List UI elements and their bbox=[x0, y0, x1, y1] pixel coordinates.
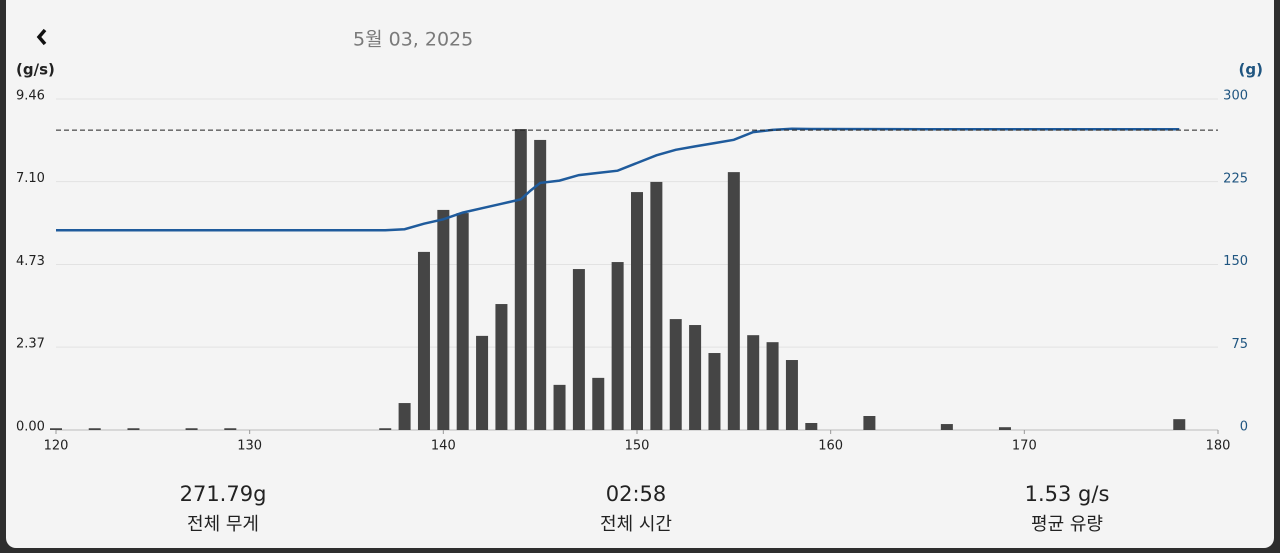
bar bbox=[88, 428, 101, 430]
x-tick-label: 160 bbox=[818, 439, 843, 454]
y2-axis-label: (g) bbox=[1239, 61, 1263, 79]
bar bbox=[611, 262, 624, 430]
stat-label: 전체 무게 bbox=[187, 514, 259, 535]
x-tick-label: 120 bbox=[44, 439, 69, 454]
stat-value: 271.79g bbox=[180, 482, 267, 506]
bar bbox=[379, 428, 392, 430]
y-tick-label: 4.73 bbox=[16, 254, 45, 269]
bar bbox=[224, 428, 237, 430]
y2-tick-label: 150 bbox=[1223, 254, 1248, 269]
y-tick-label: 2.37 bbox=[16, 337, 45, 352]
bar bbox=[747, 335, 760, 430]
stat-value: 02:58 bbox=[606, 482, 667, 506]
bar bbox=[398, 403, 411, 430]
bar bbox=[727, 172, 740, 430]
bar bbox=[50, 428, 62, 430]
bar bbox=[437, 209, 450, 430]
x-tick-label: 170 bbox=[1012, 439, 1037, 454]
y-axis-label: (g/s) bbox=[16, 61, 55, 79]
bar bbox=[534, 139, 547, 431]
weight-line bbox=[56, 127, 1180, 232]
bar bbox=[185, 428, 198, 430]
bar bbox=[476, 335, 489, 430]
x-tick-label: 140 bbox=[431, 439, 456, 454]
panel: 5월 03, 2025 (g/s) (g) 0.00 2.37 4.73 7.10 9.… bbox=[6, 0, 1274, 548]
bar bbox=[689, 325, 702, 430]
x-tick-label: 150 bbox=[625, 439, 650, 454]
stat-value: 1.53 g/s bbox=[1025, 482, 1110, 506]
bar bbox=[940, 424, 953, 430]
x-tick-label: 180 bbox=[1206, 439, 1231, 454]
y2-tick-label: 0 bbox=[1240, 420, 1248, 435]
date: 5월 03, 2025 bbox=[353, 29, 473, 51]
bar bbox=[708, 353, 721, 430]
bar bbox=[669, 319, 682, 430]
y2-tick-label: 75 bbox=[1231, 337, 1248, 352]
stat-label: 평균 유량 bbox=[1031, 514, 1103, 535]
y-tick-label: 9.46 bbox=[16, 89, 45, 104]
y-tick-label: 7.10 bbox=[16, 171, 45, 186]
back-button[interactable] bbox=[36, 28, 47, 46]
bar bbox=[127, 428, 140, 430]
bar bbox=[572, 269, 585, 430]
bar bbox=[998, 427, 1011, 430]
y2-tick-label: 300 bbox=[1223, 89, 1248, 104]
bar bbox=[592, 377, 605, 430]
chart: 5월 03, 2025 (g/s) (g) 0.00 2.37 4.73 7.10 9.… bbox=[16, 28, 1263, 536]
bar bbox=[863, 416, 876, 430]
y2-tick-label: 225 bbox=[1223, 171, 1248, 186]
bar bbox=[495, 304, 508, 430]
bar bbox=[805, 423, 818, 430]
stat-label: 전체 시간 bbox=[600, 514, 672, 535]
bar bbox=[514, 129, 527, 430]
bar bbox=[766, 342, 779, 430]
x-tick-label: 130 bbox=[237, 439, 262, 454]
bar bbox=[417, 251, 430, 430]
y-tick-label: 0.00 bbox=[16, 420, 45, 435]
bar bbox=[456, 213, 469, 430]
bar bbox=[553, 384, 566, 430]
bar bbox=[631, 192, 643, 430]
bar bbox=[785, 360, 798, 430]
bar bbox=[650, 181, 663, 430]
bar bbox=[1173, 419, 1186, 430]
